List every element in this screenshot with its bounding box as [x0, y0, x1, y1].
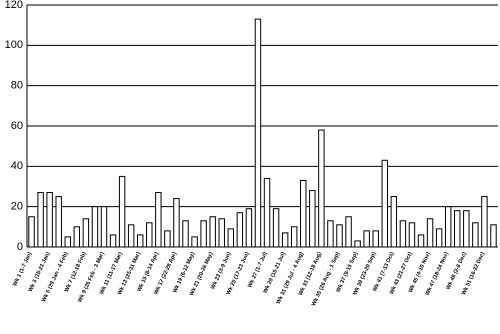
bar [127, 224, 135, 248]
y-tick-label: 80 [11, 80, 23, 92]
bar [272, 208, 280, 248]
bar [426, 218, 434, 248]
bar [164, 230, 171, 248]
bar [417, 234, 425, 248]
bar [281, 232, 289, 248]
bar [354, 240, 361, 248]
bar [481, 196, 488, 248]
bar [290, 226, 298, 248]
bar [55, 196, 62, 248]
bar [490, 224, 497, 248]
y-tick-label: 20 [11, 201, 23, 213]
bar [399, 220, 407, 248]
bar [91, 206, 99, 248]
bar [109, 234, 117, 248]
bar [408, 222, 416, 248]
bar [245, 208, 253, 248]
bar [463, 210, 470, 248]
x-tick-label: Wk 1 (1-7 Jan) [12, 251, 33, 287]
bar [146, 222, 153, 248]
bar [454, 210, 461, 248]
bar [345, 216, 352, 248]
bar [64, 236, 71, 248]
bar [309, 190, 316, 248]
bar [435, 228, 443, 248]
bar [28, 216, 35, 248]
bar [336, 224, 343, 248]
bar [236, 212, 244, 248]
bar [227, 228, 235, 248]
bar [137, 234, 144, 248]
bar [381, 159, 388, 248]
bar [118, 175, 126, 248]
bar [191, 236, 198, 248]
bar [37, 192, 44, 248]
y-tick-label: 0 [17, 241, 23, 253]
y-tick-label: 60 [11, 120, 23, 132]
bar [155, 192, 162, 248]
y-tick-label: 100 [5, 39, 23, 51]
bar [46, 192, 53, 248]
bar [263, 177, 271, 248]
bar [472, 222, 479, 248]
bar [363, 230, 370, 248]
bar [182, 220, 189, 248]
bar [82, 218, 90, 248]
bar [444, 206, 452, 248]
bar [200, 220, 207, 248]
bar [100, 206, 108, 248]
bar [327, 220, 334, 248]
bar [372, 230, 379, 248]
y-tick-label: 120 [5, 0, 23, 11]
bar [173, 198, 180, 248]
y-tick-label: 40 [11, 160, 23, 172]
bar [218, 218, 225, 248]
bar [73, 226, 81, 248]
bar [209, 216, 216, 248]
bar [254, 18, 262, 248]
bar [318, 129, 325, 248]
bar [300, 179, 307, 248]
bar [390, 196, 398, 248]
